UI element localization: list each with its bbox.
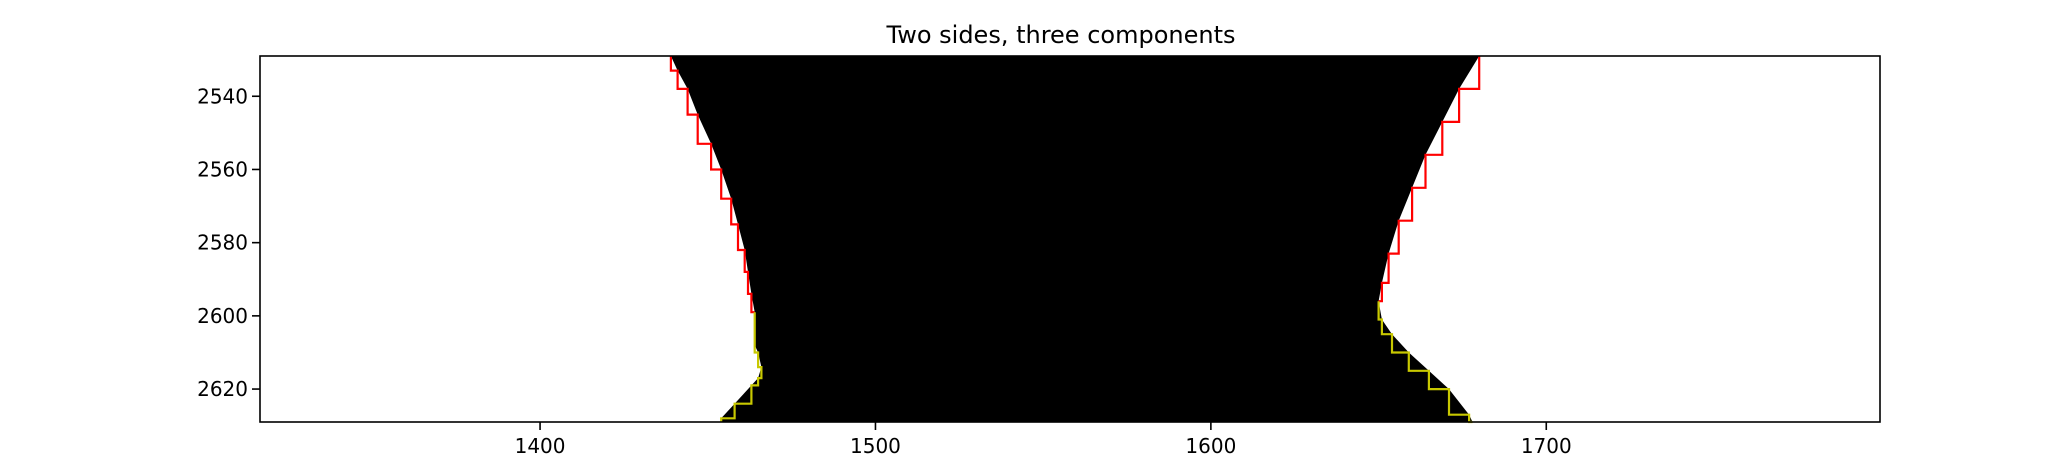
y-axis: 2540 2560 2580 2600 2620 bbox=[197, 84, 260, 401]
y-tick-label-1: 2560 bbox=[197, 157, 248, 181]
x-tick-label-1: 1500 bbox=[850, 434, 901, 458]
contour-line-0 bbox=[669, 56, 755, 314]
y-tick-label-3: 2600 bbox=[197, 304, 248, 328]
filled-region bbox=[670, 56, 1480, 422]
plot-frame bbox=[259, 55, 1881, 423]
y-tick-label-2: 2580 bbox=[197, 231, 248, 255]
plot-area bbox=[259, 55, 1881, 424]
x-tick-label-3: 1700 bbox=[1521, 434, 1572, 458]
filled-region-shape bbox=[670, 56, 1480, 422]
x-tick-label-2: 1600 bbox=[1185, 434, 1236, 458]
contour-line-1 bbox=[720, 312, 763, 422]
x-tick-label-0: 1400 bbox=[515, 434, 566, 458]
contour-line-3 bbox=[1377, 301, 1473, 424]
y-tick-label-4: 2620 bbox=[197, 377, 248, 401]
contour-layer bbox=[669, 56, 1481, 424]
x-axis: 1400 1500 1600 1700 bbox=[515, 422, 1572, 458]
contour-line-2 bbox=[1378, 56, 1481, 303]
y-tick-label-0: 2540 bbox=[197, 84, 248, 108]
chart-title: Two sides, three components bbox=[886, 21, 1236, 49]
